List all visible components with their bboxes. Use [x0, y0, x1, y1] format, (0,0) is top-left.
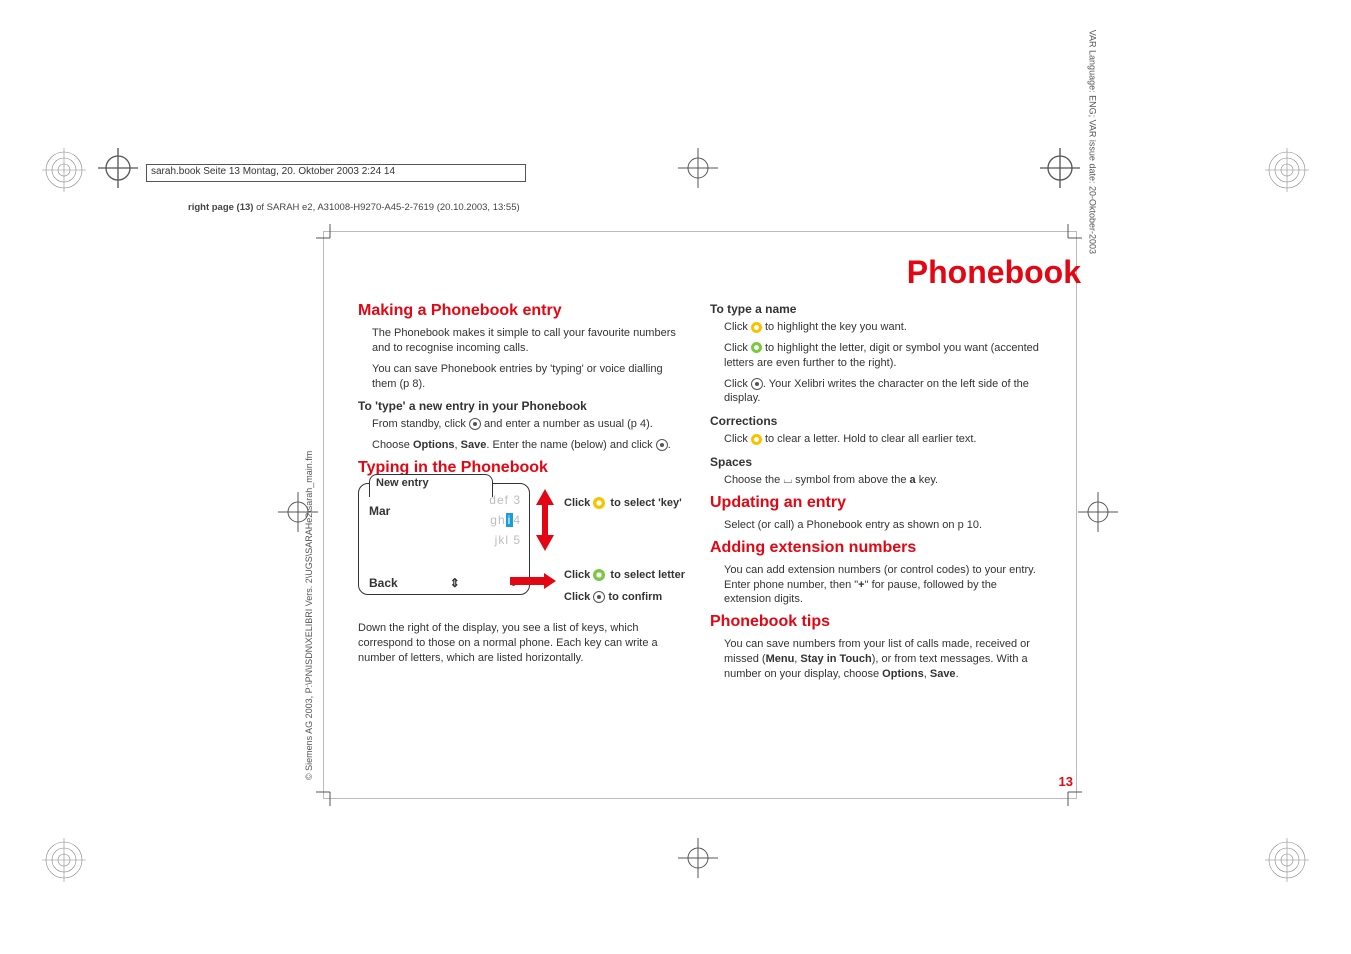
cropmark — [1062, 786, 1082, 806]
regmark-br — [1265, 838, 1309, 882]
hint-select-letter: Click to select letter — [564, 569, 724, 581]
framemaker-header: sarah.book Seite 13 Montag, 20. Oktober … — [146, 164, 526, 182]
cropmark — [1062, 224, 1082, 244]
para-extension: You can add extension numbers (or contro… — [724, 563, 1040, 608]
updown-icon: ⇕ — [450, 576, 460, 590]
softkey-back: Back — [369, 576, 398, 590]
heading-extension: Adding extension numbers — [710, 539, 1040, 557]
para-down: Down the right of the display, you see a… — [358, 621, 688, 666]
side-right-vertical: VAR Language: ENG; VAR issue date: 20-Ok… — [1087, 30, 1097, 254]
crosshair-top — [678, 148, 718, 188]
hint-select-key: Click to select 'key' — [564, 497, 684, 509]
center-key-icon — [656, 439, 668, 451]
horizontal-arrow-icon — [508, 571, 558, 591]
center-key-icon — [469, 418, 481, 430]
para-update: Select (or call) a Phonebook entry as sh… — [724, 518, 1040, 533]
para-corrections: Click to clear a letter. Hold to clear a… — [724, 432, 1040, 447]
regmark-tr — [1265, 148, 1309, 192]
green-ring-icon — [751, 342, 762, 353]
yellow-ring-icon — [751, 434, 762, 445]
regtick — [1040, 148, 1070, 178]
heading-tips: Phonebook tips — [710, 613, 1040, 631]
page-title: Phonebook — [907, 254, 1081, 291]
cropmark — [316, 224, 336, 244]
regmark-bl — [42, 838, 86, 882]
regmark-tl — [42, 148, 86, 192]
center-key-icon — [593, 591, 605, 603]
vertical-arrow-icon — [534, 487, 556, 553]
page-number: 13 — [1059, 774, 1073, 789]
phone-tab: New entry — [369, 474, 493, 497]
heading-totype: To type a name — [710, 302, 1040, 316]
center-key-icon — [751, 378, 763, 390]
heading-spaces: Spaces — [710, 455, 1040, 469]
key-row-active: ghi4 — [483, 510, 523, 530]
entry-name: Mar — [369, 504, 390, 518]
cropmark — [316, 786, 336, 806]
para-save: You can save Phonebook entries by 'typin… — [372, 362, 688, 392]
key-row: def 3 — [483, 490, 523, 510]
crosshair-right — [1078, 492, 1118, 532]
phone-display: New entry Mar def 3 ghi4 jkl 5 Back ⇕ > — [358, 483, 530, 595]
column-right: To type a name Click to highlight the ke… — [710, 302, 1040, 688]
para-standby: From standby, click and enter a number a… — [372, 417, 688, 432]
key-column: def 3 ghi4 jkl 5 — [483, 490, 523, 550]
para-type3: Click . Your Xelibri writes the characte… — [724, 377, 1040, 407]
heading-updating: Updating an entry — [710, 494, 1040, 512]
yellow-ring-icon — [751, 322, 762, 333]
footer-left-vertical: © Siemens AG 2003, P:\PN\ISDN\XELIBRI Ve… — [304, 451, 314, 780]
para-spaces: Choose the ⌴ symbol from above the a key… — [724, 473, 1040, 488]
heading-type-new: To 'type' a new entry in your Phonebook — [358, 399, 688, 413]
crosshair-bottom — [678, 838, 718, 878]
heading-making: Making a Phonebook entry — [358, 302, 688, 320]
heading-corrections: Corrections — [710, 414, 1040, 428]
para-type2: Click to highlight the letter, digit or … — [724, 341, 1040, 371]
para-intro: The Phonebook makes it simple to call yo… — [372, 326, 688, 356]
column-left: Making a Phonebook entry The Phonebook m… — [358, 302, 688, 672]
para-tips: You can save numbers from your list of c… — [724, 637, 1040, 682]
hint-confirm: Click to confirm — [564, 591, 724, 603]
page-meta: right page (13) right page (13) of SARAH… — [188, 202, 520, 213]
para-choose: Choose Options, Save. Enter the name (be… — [372, 438, 688, 453]
regtick — [98, 148, 128, 178]
para-type1: Click to highlight the key you want. — [724, 320, 1040, 335]
key-row: jkl 5 — [483, 530, 523, 550]
